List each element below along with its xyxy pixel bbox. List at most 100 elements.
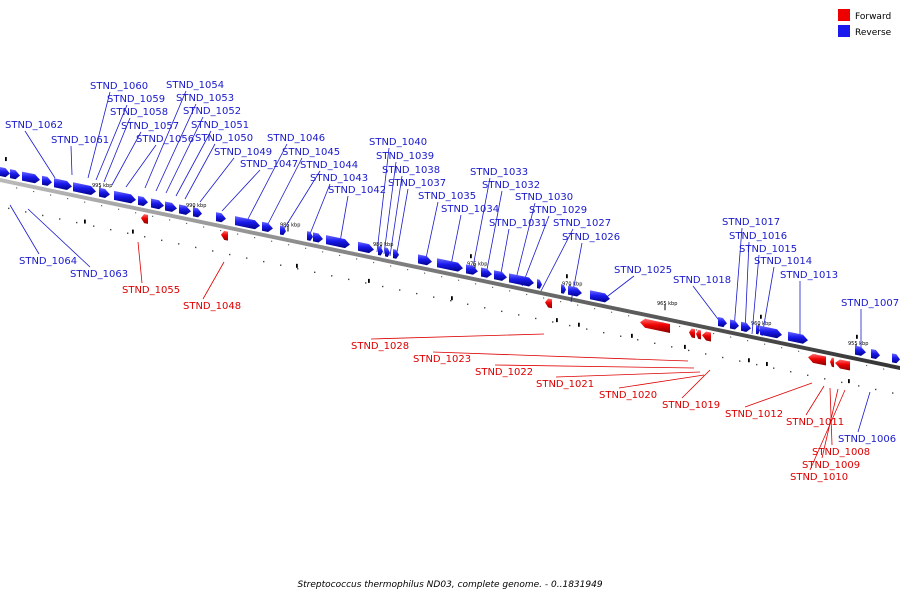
gene-label-stnd-1009[interactable]: STND_1009	[802, 460, 860, 471]
gene-label-stnd-1039[interactable]: STND_1039	[376, 151, 434, 162]
gene-label-stnd-1045[interactable]: STND_1045	[282, 147, 340, 158]
gene-label-stnd-1010[interactable]: STND_1010	[790, 472, 848, 483]
dot	[297, 268, 299, 270]
leader-STND_1032	[485, 190, 503, 276]
gene-label-stnd-1061[interactable]: STND_1061	[51, 135, 109, 146]
gene-label-stnd-1028[interactable]: STND_1028	[351, 341, 409, 352]
dot	[688, 349, 690, 352]
gene-arrow-fwd-3	[640, 318, 670, 333]
dot	[722, 356, 724, 359]
gene-arrow-rev-19	[326, 235, 350, 249]
dash	[684, 344, 686, 349]
gene-label-stnd-1043[interactable]: STND_1043	[310, 173, 368, 184]
gene-arrow-rev-31	[561, 284, 566, 294]
gene-label-stnd-1056[interactable]: STND_1056	[136, 134, 194, 145]
gene-arrow-fwd-2	[545, 298, 552, 309]
gene-label-stnd-1048[interactable]: STND_1048	[183, 301, 241, 312]
gene-label-stnd-1047[interactable]: STND_1047	[240, 159, 298, 170]
dot	[135, 212, 137, 214]
gene-label-stnd-1026[interactable]: STND_1026	[562, 232, 620, 243]
gene-arrow-rev-11	[179, 204, 191, 215]
gene-label-stnd-1042[interactable]: STND_1042	[328, 185, 386, 196]
gene-label-stnd-1025[interactable]: STND_1025	[614, 265, 672, 276]
gene-arrow-rev-27	[481, 267, 492, 278]
gene-label-stnd-1059[interactable]: STND_1059	[107, 94, 165, 105]
dot	[747, 340, 749, 342]
legend-forward-swatch	[838, 9, 850, 21]
gene-arrow-rev-33	[590, 290, 610, 303]
gene-label-stnd-1029[interactable]: STND_1029	[529, 205, 587, 216]
gene-label-stnd-1035[interactable]: STND_1035	[418, 191, 476, 202]
gene-label-stnd-1053[interactable]: STND_1053	[176, 93, 234, 104]
gene-label-stnd-1018[interactable]: STND_1018	[673, 275, 731, 286]
dot	[450, 300, 452, 302]
gene-label-stnd-1011[interactable]: STND_1011	[786, 417, 844, 428]
dot	[348, 278, 350, 281]
gene-label-stnd-1037[interactable]: STND_1037	[388, 178, 446, 189]
dot	[152, 215, 154, 217]
gene-label-stnd-1015[interactable]: STND_1015	[739, 244, 797, 255]
leader-STND_1052	[165, 116, 204, 194]
gene-label-stnd-1030[interactable]: STND_1030	[515, 192, 573, 203]
dot	[67, 197, 69, 200]
gene-label-stnd-1021[interactable]: STND_1021	[536, 379, 594, 390]
leader-STND_1040	[376, 147, 390, 253]
leader-STND_1043	[309, 183, 331, 235]
gene-label-stnd-1031[interactable]: STND_1031	[489, 218, 547, 229]
dot	[195, 246, 197, 249]
gene-label-stnd-1058[interactable]: STND_1058	[110, 107, 168, 118]
gene-arrow-rev-16	[280, 225, 286, 236]
tick-label: 985 kbp	[280, 222, 300, 228]
dot	[654, 342, 656, 345]
gene-label-stnd-1040[interactable]: STND_1040	[369, 137, 427, 148]
gene-label-stnd-1017[interactable]: STND_1017	[722, 217, 780, 228]
dash	[578, 322, 580, 327]
gene-label-stnd-1027[interactable]: STND_1027	[553, 218, 611, 229]
gene-label-stnd-1060[interactable]: STND_1060	[90, 81, 148, 92]
gene-label-stnd-1014[interactable]: STND_1014	[754, 256, 812, 267]
leader-STND_1057	[111, 131, 142, 186]
dot	[399, 289, 401, 291]
gene-label-stnd-1044[interactable]: STND_1044	[300, 160, 358, 171]
dot	[322, 251, 324, 253]
gene-arrow-rev-22	[385, 247, 390, 257]
gene-label-stnd-1054[interactable]: STND_1054	[166, 80, 224, 91]
gene-label-stnd-1006[interactable]: STND_1006	[838, 434, 896, 445]
gene-label-stnd-1046[interactable]: STND_1046	[267, 133, 325, 144]
gene-label-stnd-1019[interactable]: STND_1019	[662, 400, 720, 411]
gene-label-stnd-1033[interactable]: STND_1033	[470, 167, 528, 178]
gene-label-stnd-1034[interactable]: STND_1034	[441, 204, 499, 215]
leader-STND_1035	[424, 201, 439, 264]
gene-label-stnd-1051[interactable]: STND_1051	[191, 120, 249, 131]
gene-label-stnd-1012[interactable]: STND_1012	[725, 409, 783, 420]
gene-label-stnd-1007[interactable]: STND_1007	[841, 298, 899, 309]
gene-label-stnd-1055[interactable]: STND_1055	[122, 285, 180, 296]
leader-STND_1030	[514, 202, 536, 284]
leader-STND_1022	[494, 364, 695, 369]
gene-label-stnd-1013[interactable]: STND_1013	[780, 270, 838, 281]
gene-label-stnd-1008[interactable]: STND_1008	[812, 447, 870, 458]
gene-label-stnd-1032[interactable]: STND_1032	[482, 180, 540, 191]
dot	[543, 297, 545, 299]
gene-label-stnd-1038[interactable]: STND_1038	[382, 165, 440, 176]
gene-label-stnd-1020[interactable]: STND_1020	[599, 390, 657, 401]
gene-label-stnd-1016[interactable]: STND_1016	[729, 231, 787, 242]
gene-label-stnd-1022[interactable]: STND_1022	[475, 367, 533, 378]
gene-features	[0, 167, 900, 371]
gene-label-stnd-1050[interactable]: STND_1050	[195, 133, 253, 144]
gene-label-stnd-1057[interactable]: STND_1057	[121, 121, 179, 132]
gene-label-stnd-1062[interactable]: STND_1062	[5, 120, 63, 131]
dot	[237, 233, 239, 235]
leader-STND_1011	[805, 385, 825, 416]
gene-label-stnd-1049[interactable]: STND_1049	[214, 147, 272, 158]
gene-label-stnd-1023[interactable]: STND_1023	[413, 354, 471, 365]
gene-label-stnd-1064[interactable]: STND_1064	[19, 256, 77, 267]
gene-label-stnd-1052[interactable]: STND_1052	[183, 106, 241, 117]
dot	[475, 283, 477, 285]
gene-label-stnd-1063[interactable]: STND_1063	[70, 269, 128, 280]
tick-label: 975 kbp	[467, 262, 487, 268]
dot	[458, 279, 460, 281]
gene-arrow-rev-18	[313, 232, 323, 243]
gene-arrow-fwd-7	[808, 353, 826, 366]
dash	[470, 254, 472, 259]
